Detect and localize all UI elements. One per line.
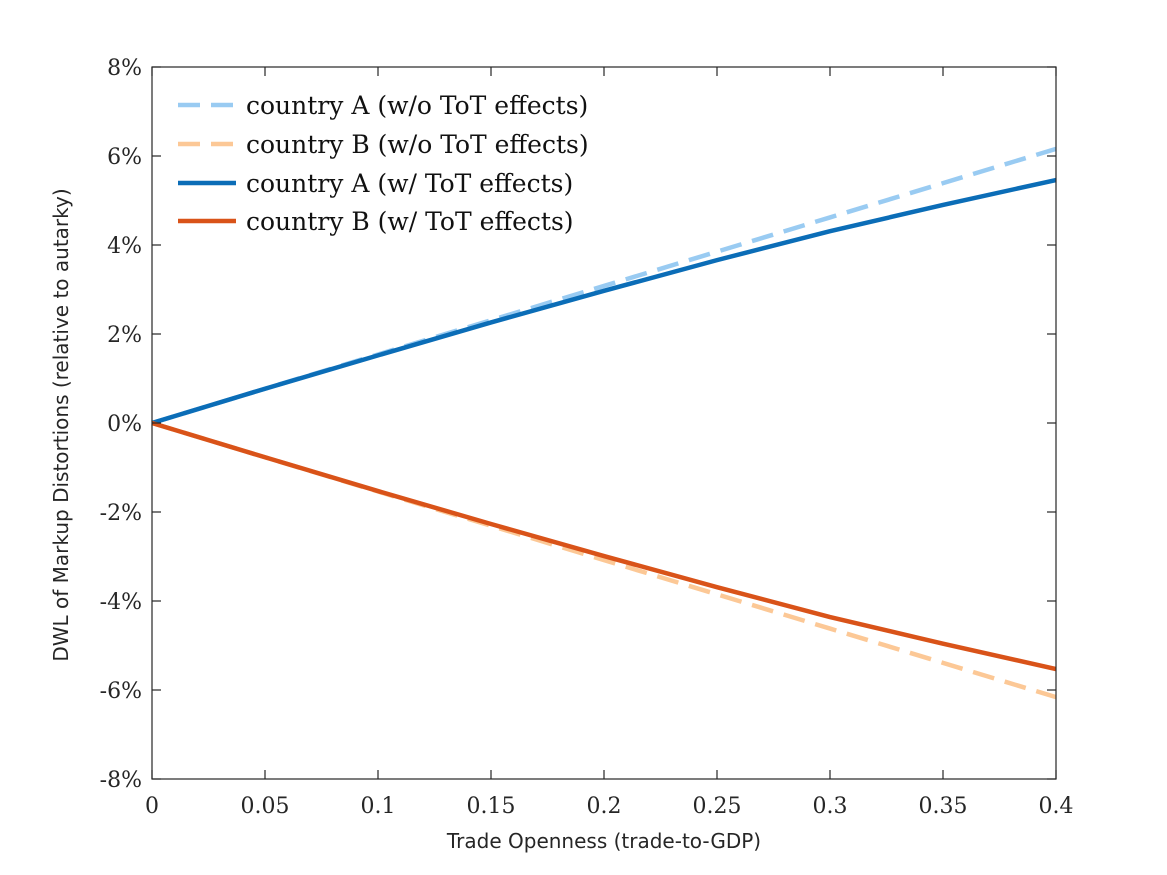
x-tick-label: 0.3 <box>813 794 848 819</box>
x-tick-label: 0.2 <box>587 794 622 819</box>
legend-label-1: country A (w/o ToT effects) <box>246 91 588 120</box>
legend: country A (w/o ToT effects) country B (w/… <box>178 91 589 236</box>
y-tick-label: -6% <box>100 679 142 704</box>
x-tick-label: 0.25 <box>693 794 742 819</box>
x-tick-label: 0.35 <box>919 794 968 819</box>
x-axis-title: Trade Openness (trade-to-GDP) <box>446 829 761 853</box>
y-axis-title: DWL of Markup Distortions (relative to a… <box>49 188 73 661</box>
series-line-1 <box>151 146 1057 426</box>
y-tick-label: -8% <box>100 768 142 793</box>
y-tick-label: -4% <box>100 590 142 615</box>
x-tick-label: 0 <box>145 794 159 819</box>
y-tick-label: 0% <box>107 412 142 437</box>
legend-label-3: country A (w/ ToT effects) <box>246 169 573 198</box>
y-tick-label: 4% <box>107 234 142 259</box>
x-tick-label: 0.4 <box>1039 794 1074 819</box>
plot-background <box>152 67 1056 779</box>
series-line-3 <box>151 177 1057 426</box>
y-tick-label: 6% <box>107 145 142 170</box>
y-tick-label: 8% <box>107 56 142 81</box>
y-tick-label: 2% <box>107 323 142 348</box>
x-tick-label: 0.05 <box>241 794 290 819</box>
series-lines <box>151 146 1057 700</box>
axes: 0 0.05 0.1 0.15 0.2 0.25 0.3 0.35 0.4 -8% -6% -4% -2… <box>100 56 1074 819</box>
series-line-2 <box>151 420 1057 700</box>
y-tick-label: -2% <box>100 501 142 526</box>
x-tick-label: 0.1 <box>361 794 396 819</box>
legend-label-2: country B (w/o ToT effects) <box>246 130 589 159</box>
x-tick-label: 0.15 <box>467 794 516 819</box>
plot-area <box>152 67 1056 779</box>
legend-label-4: country B (w/ ToT effects) <box>246 207 574 236</box>
series-line-4 <box>151 420 1057 672</box>
